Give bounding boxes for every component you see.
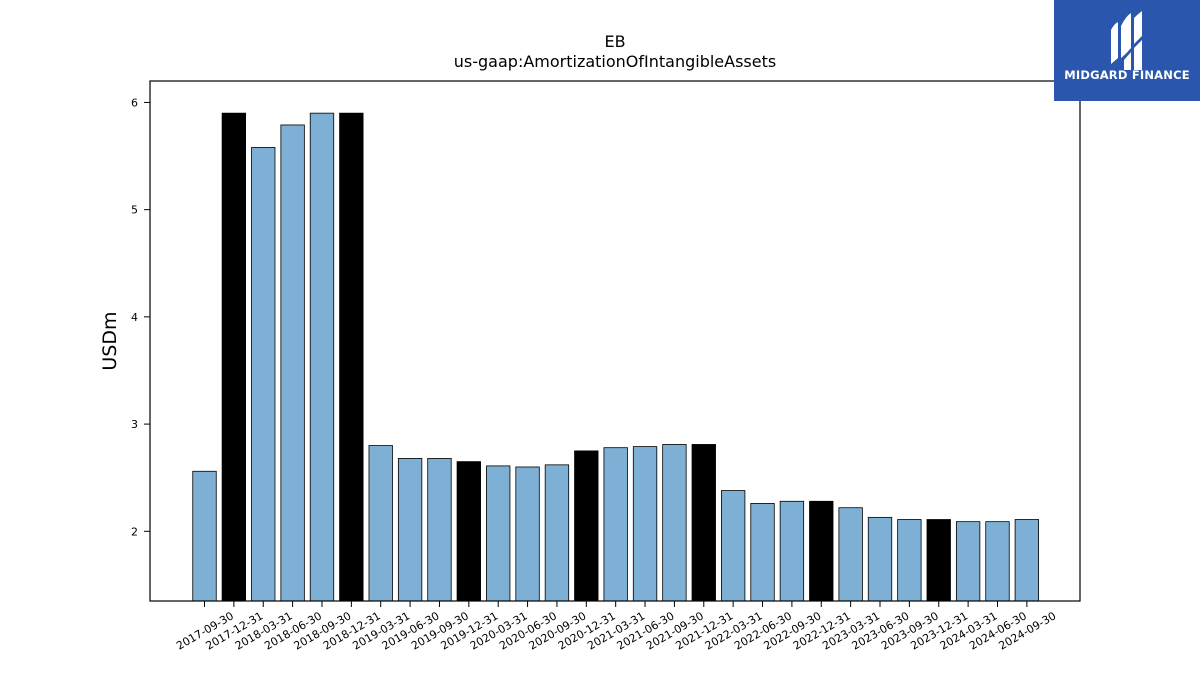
bar-2023-03-31	[838, 507, 863, 602]
bar-2024-09-30	[1014, 519, 1040, 602]
bar-2020-03-31	[486, 465, 511, 602]
midgard-finance-logo: MIDGARD FINANCE	[1054, 0, 1200, 101]
bar-2021-03-31	[603, 447, 628, 602]
bar-2022-09-30	[779, 500, 805, 602]
bar-2021-09-30	[662, 444, 687, 602]
bars-group	[192, 112, 1040, 602]
bar-2019-12-31	[456, 461, 481, 602]
bar-2023-09-30	[897, 519, 922, 602]
bar-2018-09-30	[309, 112, 335, 602]
chart-subtitle: us-gaap:AmortizationOfIntangibleAssets	[453, 52, 777, 71]
bar-2017-09-30	[192, 470, 217, 602]
bar-2018-06-30	[280, 124, 305, 602]
bar-2023-06-30	[867, 516, 893, 602]
y-tick-label: 4	[131, 311, 138, 324]
bar-2021-06-30	[632, 446, 658, 602]
bar-2018-03-31	[251, 147, 276, 602]
x-axis: 2017-09-302017-12-312018-03-312018-06-30…	[174, 601, 1058, 653]
bar-2023-12-31	[926, 519, 951, 602]
bar-2021-12-31	[691, 444, 716, 602]
bar-2019-03-31	[368, 445, 393, 602]
plot-frame	[149, 80, 1081, 602]
y-tick-label: 5	[131, 204, 138, 217]
chart-title: EB	[604, 32, 626, 51]
bar-2024-03-31	[955, 521, 981, 602]
bar-2022-06-30	[750, 503, 775, 602]
midgard-logo-icon	[1111, 11, 1142, 70]
bar-2022-03-31	[721, 490, 746, 602]
y-axis: 2 3 4 5 6	[131, 96, 150, 538]
bar-2020-12-31	[574, 450, 599, 602]
bar-2018-12-31	[339, 112, 364, 602]
y-tick-label: 2	[131, 525, 138, 538]
bar-2020-06-30	[515, 466, 540, 602]
bar-2022-12-31	[809, 500, 834, 602]
bar-2019-09-30	[427, 457, 452, 602]
y-tick-label: 3	[131, 418, 138, 431]
y-tick-label: 6	[131, 96, 138, 109]
bar-2017-12-31	[221, 112, 247, 602]
y-axis-label: USDm	[99, 311, 121, 370]
bar-2019-06-30	[397, 457, 423, 602]
bar-2024-06-30	[985, 521, 1010, 602]
logo-text: MIDGARD FINANCE	[1064, 68, 1190, 82]
bar-2020-09-30	[544, 464, 570, 602]
